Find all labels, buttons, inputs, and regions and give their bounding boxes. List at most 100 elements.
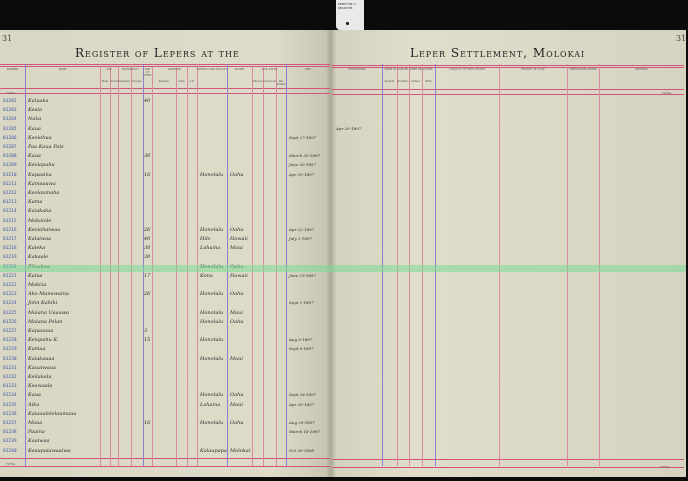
table-row: 01216 Keolahaiwaa 26 Honolulu Oahu Apr 22-189… <box>0 226 686 235</box>
column-subheader: Foreign <box>132 80 142 83</box>
patient-name: Keolapahu <box>28 162 55 169</box>
table-row: 01227 Kapaauua 3 <box>0 327 686 336</box>
district: Honolulu <box>200 226 224 233</box>
horizontal-rule <box>0 458 330 459</box>
row-number: 01239 <box>3 439 17 445</box>
column-header: NUMBER <box>6 68 19 71</box>
table-row: 01207 Paa Kaua Pale <box>0 143 686 152</box>
row-number: 01203 <box>3 108 17 114</box>
district: Lahaina <box>200 401 221 408</box>
died-date: Sept 27-1897 <box>289 134 317 140</box>
archive-label-tag: DIRECTOR'S REGISTER <box>336 0 364 30</box>
island: Maui <box>230 355 243 362</box>
table-row: 01202 Kaluaka 40 <box>0 97 686 106</box>
died-date: June 29-1897 <box>289 272 317 278</box>
died-date: June 30-1897 <box>289 162 317 168</box>
patient-name: Keolahaiwaa <box>28 226 61 233</box>
patient-name: Kamaauwa <box>28 180 56 187</box>
age: 26 <box>144 291 151 298</box>
island: Oahu <box>230 171 244 178</box>
patient-name: Keala <box>28 107 43 114</box>
patient-name: Kaiakaka <box>28 208 52 215</box>
patient-name: Kalua <box>28 272 43 279</box>
district: Honolulu <box>200 337 224 344</box>
table-row: 01226 Maiana Pelan Honolulu Oahu <box>0 318 686 327</box>
district: Hilo <box>200 236 211 242</box>
island: Oahu <box>230 392 244 399</box>
patient-name: Keolaumaha <box>28 190 60 196</box>
table-row: 01237 Maua 16 Honolulu Oahu Aug 20-1897 <box>0 419 686 428</box>
table-row: 01215 Makaiole <box>0 217 686 226</box>
column-subheader: Hawaiian <box>118 80 131 83</box>
table-row: 01212 Keolaumaha <box>0 189 686 198</box>
column-header: ISLAND <box>234 68 245 71</box>
table-row: 01204 Naka <box>0 115 686 124</box>
row-number: 01208 <box>3 154 17 160</box>
table-row: 01238 Paaina March 18-1897 <box>0 428 686 437</box>
patient-name: Kaleka <box>28 245 46 252</box>
patient-name: Makiza <box>28 282 47 288</box>
row-number: 01235 <box>3 402 17 408</box>
table-row: 01219 Kakaale 30 <box>0 253 686 262</box>
table-row: 01232 Keilakalu <box>0 373 686 382</box>
table-row: 01229 Kamaa Sept 9-1897 <box>0 345 686 354</box>
row-number: 01237 <box>3 421 17 426</box>
row-number: 01228 <box>3 338 17 344</box>
district: Honolulu <box>200 318 224 325</box>
island: Molokai <box>230 447 251 454</box>
patient-name: Kaiakauaa <box>28 355 55 362</box>
patient-name: Keolahua <box>28 134 52 141</box>
patient-name: Paa Kaua Pale <box>28 144 64 150</box>
died-date: Aug 9-1897 <box>289 337 313 343</box>
total-label-bottom-left: TOTAL <box>6 462 16 466</box>
district: Kona <box>200 272 213 279</box>
table-row: 01222 Makiza <box>0 281 686 290</box>
district: Honolulu <box>200 392 224 399</box>
table-row: 01225 Maiana Uaauwa Honolulu Maui <box>0 309 686 318</box>
row-number: 01215 <box>3 218 17 224</box>
row-number: 01204 <box>3 117 17 123</box>
row-number: 01222 <box>3 283 17 288</box>
column-subheader: Married <box>252 80 263 83</box>
horizontal-rule <box>0 64 330 65</box>
horizontal-rule <box>332 94 684 95</box>
horizontal-rule <box>0 88 330 89</box>
age: 40 <box>144 98 151 104</box>
table-row: 01214 Kaiakaka <box>0 207 686 216</box>
patient-name: Kakaale <box>28 254 49 261</box>
horizontal-rule <box>332 459 684 460</box>
horizontal-rule <box>332 65 684 66</box>
punch-hole <box>346 22 350 25</box>
column-subheader: Date <box>178 80 185 83</box>
title-left: Register of Lepers at the <box>75 46 240 60</box>
district: Honolulu <box>200 420 224 426</box>
row-number: 01234 <box>3 393 17 399</box>
column-header: DISTRICT OR LOCALITY <box>197 68 227 71</box>
total-label-bottom-right: TOTAL <box>660 465 670 469</box>
column-header: LOCALITY OF FIRST LESION <box>449 68 485 71</box>
row-number: 01202 <box>3 99 17 104</box>
age: 40 <box>144 236 151 242</box>
patient-name: Kaiaualelelaumaua <box>28 410 77 417</box>
patient-name: Kapaaina <box>28 171 52 178</box>
row-number: 01224 <box>3 301 17 307</box>
died-date: July 2-1897 <box>289 236 313 241</box>
table-row: 01208 Kaua 36 March 30-1897 <box>0 152 686 161</box>
age: 3 <box>144 328 148 334</box>
column-header: CIVIL STATE <box>261 68 277 71</box>
column-header: LEPROUS RELATIONS <box>569 68 597 71</box>
patient-name: Kaluaka <box>28 98 49 104</box>
island: Hawaii <box>230 236 248 242</box>
column-header: AGE AT ENTRY <box>143 68 152 77</box>
table-row: 01221 Kalua 17 Kona Hawaii June 29-1897 <box>0 272 686 281</box>
died-date: Apr 22-1897 <box>289 226 315 232</box>
island: Maui <box>230 309 243 316</box>
discharged-date: Apr 20-1897 <box>336 125 362 131</box>
page-number-left: 31 <box>2 34 13 43</box>
column-subheader: Female <box>110 80 120 83</box>
column-header: DIED <box>304 68 312 71</box>
row-number: 01207 <box>3 145 17 150</box>
row-number: 01240 <box>3 448 17 454</box>
page-number-right: 31 <box>676 34 687 43</box>
horizontal-rule <box>332 67 684 68</box>
